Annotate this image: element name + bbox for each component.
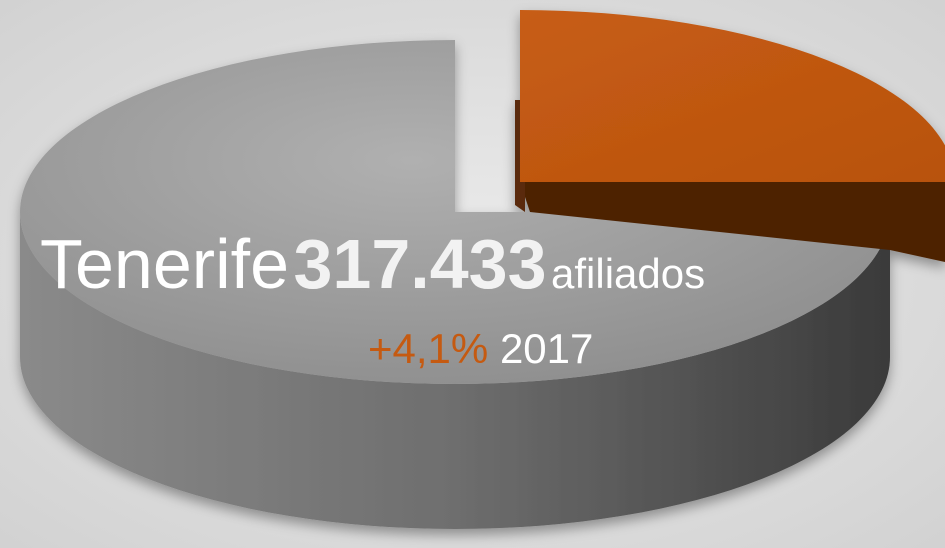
headline: Tenerife 317.433 afiliados: [40, 225, 705, 303]
pie-slice-orange-side: [520, 182, 945, 262]
pie-side: [20, 212, 890, 529]
pie: [20, 10, 945, 529]
unit: afiliados: [551, 250, 705, 297]
pie-slice-orange: [520, 10, 945, 182]
pie-slice-gray: [20, 40, 890, 384]
value: 317.433: [294, 225, 547, 303]
change-line: +4,1% 2017: [368, 325, 593, 372]
place: Tenerife: [40, 225, 289, 303]
change-year: 2017: [500, 325, 593, 372]
change-value: +4,1%: [368, 325, 488, 372]
